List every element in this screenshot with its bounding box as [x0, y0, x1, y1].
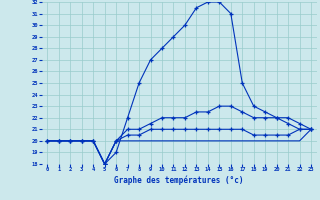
X-axis label: Graphe des températures (°c): Graphe des températures (°c) [115, 175, 244, 185]
